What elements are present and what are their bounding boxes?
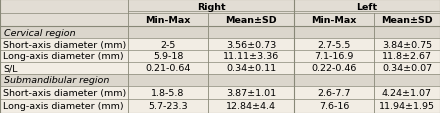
Bar — [374, 86, 440, 99]
Bar — [374, 62, 440, 74]
Text: 0.21-0.64: 0.21-0.64 — [145, 64, 191, 73]
Text: Submandibular region: Submandibular region — [4, 76, 110, 85]
Text: 12.84±4.4: 12.84±4.4 — [226, 102, 276, 111]
Bar — [0, 74, 128, 86]
Bar — [0, 51, 128, 62]
Text: 3.87±1.01: 3.87±1.01 — [226, 88, 276, 97]
Text: 0.22-0.46: 0.22-0.46 — [312, 64, 357, 73]
Bar — [294, 27, 374, 39]
Text: Long-axis diameter (mm): Long-axis diameter (mm) — [3, 52, 124, 61]
Text: S/L: S/L — [3, 64, 18, 73]
Bar — [0, 99, 128, 113]
Bar — [208, 27, 294, 39]
Bar — [294, 14, 374, 27]
Bar — [0, 86, 128, 99]
Bar — [128, 62, 208, 74]
Text: Mean±SD: Mean±SD — [381, 16, 433, 25]
Bar — [128, 99, 208, 113]
Bar — [208, 74, 294, 86]
Bar — [0, 0, 128, 14]
Text: 2.6-7.7: 2.6-7.7 — [317, 88, 351, 97]
Text: 0.34±0.07: 0.34±0.07 — [382, 64, 432, 73]
Bar — [128, 74, 208, 86]
Text: 5.9-18: 5.9-18 — [153, 52, 183, 61]
Text: 7.6-16: 7.6-16 — [319, 102, 349, 111]
Bar — [294, 99, 374, 113]
Text: 4.24±1.07: 4.24±1.07 — [382, 88, 432, 97]
Text: Min-Max: Min-Max — [145, 16, 191, 25]
Text: Short-axis diameter (mm): Short-axis diameter (mm) — [3, 40, 126, 49]
Bar — [294, 51, 374, 62]
Bar — [294, 74, 374, 86]
Bar — [208, 99, 294, 113]
Bar — [208, 86, 294, 99]
Bar — [208, 51, 294, 62]
Text: 3.56±0.73: 3.56±0.73 — [226, 40, 276, 49]
Text: 7.1-16.9: 7.1-16.9 — [314, 52, 354, 61]
Bar — [294, 39, 374, 51]
Text: 5.7-23.3: 5.7-23.3 — [148, 102, 188, 111]
Bar — [0, 14, 128, 27]
Bar — [0, 39, 128, 51]
Text: 11.94±1.95: 11.94±1.95 — [379, 102, 435, 111]
Bar — [208, 0, 294, 14]
Text: 2-5: 2-5 — [160, 40, 176, 49]
Bar — [374, 99, 440, 113]
Text: Mean±SD: Mean±SD — [225, 16, 277, 25]
Text: 3.84±0.75: 3.84±0.75 — [382, 40, 432, 49]
Text: Left: Left — [356, 2, 378, 11]
Bar — [208, 62, 294, 74]
Bar — [0, 62, 128, 74]
Text: Min-Max: Min-Max — [312, 16, 357, 25]
Bar — [374, 0, 440, 14]
Text: Cervical region: Cervical region — [4, 28, 76, 37]
Bar — [128, 86, 208, 99]
Bar — [128, 39, 208, 51]
Bar — [374, 27, 440, 39]
Text: 1.8-5.8: 1.8-5.8 — [151, 88, 185, 97]
Bar — [374, 74, 440, 86]
Text: Right: Right — [197, 2, 225, 11]
Text: Short-axis diameter (mm): Short-axis diameter (mm) — [3, 88, 126, 97]
Text: 0.34±0.11: 0.34±0.11 — [226, 64, 276, 73]
Bar — [208, 39, 294, 51]
Text: 2.7-5.5: 2.7-5.5 — [317, 40, 351, 49]
Text: Long-axis diameter (mm): Long-axis diameter (mm) — [3, 102, 124, 111]
Bar — [128, 51, 208, 62]
Text: 11.8±2.67: 11.8±2.67 — [382, 52, 432, 61]
Bar — [294, 0, 374, 14]
Bar — [374, 51, 440, 62]
Bar — [128, 27, 208, 39]
Bar — [128, 14, 208, 27]
Bar — [0, 27, 128, 39]
Bar — [208, 14, 294, 27]
Bar — [374, 39, 440, 51]
Bar — [374, 14, 440, 27]
Bar — [294, 86, 374, 99]
Bar — [128, 0, 208, 14]
Text: 11.11±3.36: 11.11±3.36 — [223, 52, 279, 61]
Bar — [294, 62, 374, 74]
